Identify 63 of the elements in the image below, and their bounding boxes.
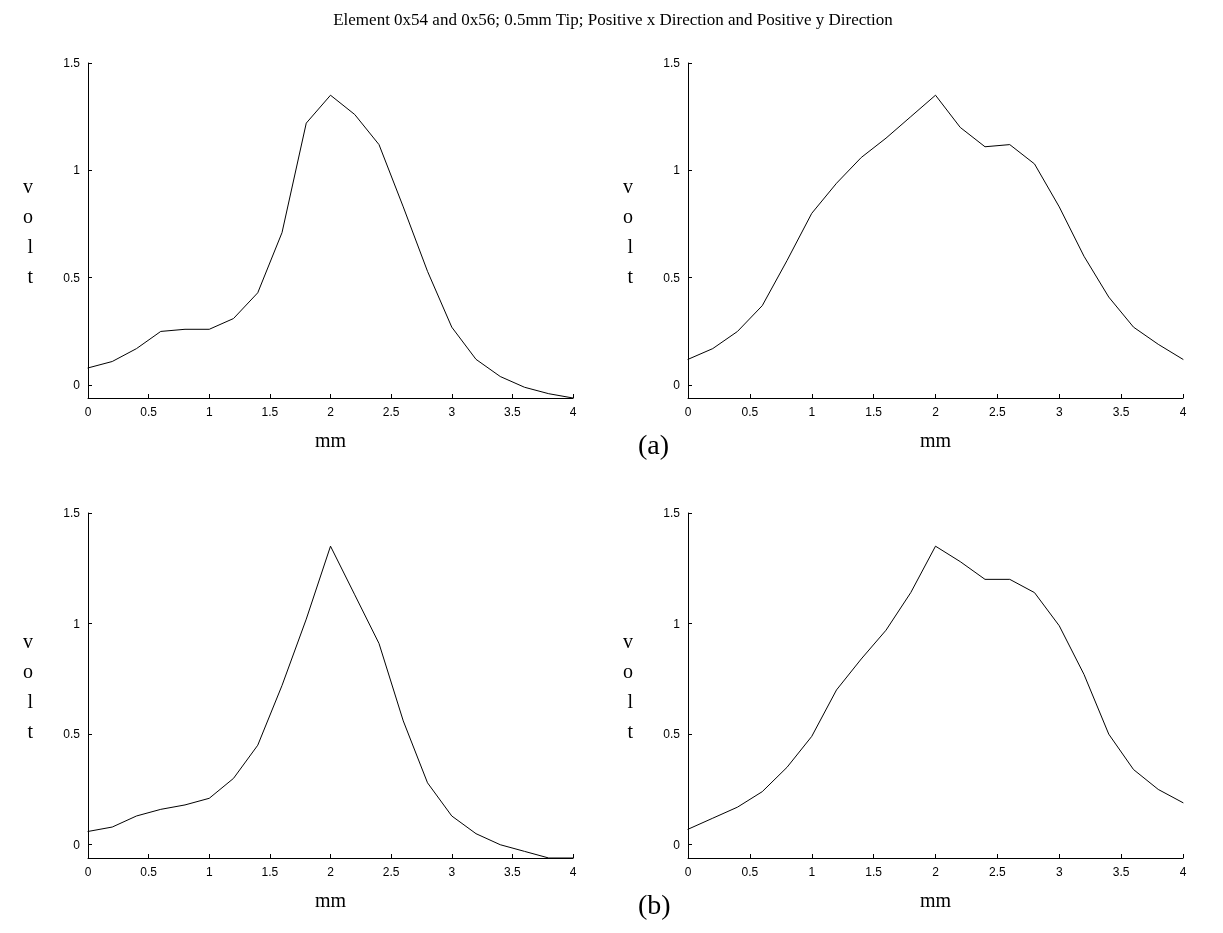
y-tick-label: 1 bbox=[673, 616, 681, 631]
x-tick-label: 0.5 bbox=[741, 405, 759, 419]
x-tick-label: 2.5 bbox=[989, 865, 1007, 879]
y-axis-title: volt bbox=[23, 174, 34, 287]
x-tick-label: 3 bbox=[448, 865, 456, 879]
y-tick-label: 1 bbox=[673, 163, 681, 178]
x-tick-label: 3.5 bbox=[504, 865, 522, 879]
y-tick-label: 0 bbox=[673, 378, 681, 393]
x-tick-label: 4 bbox=[569, 865, 577, 879]
x-tick-label: 0.5 bbox=[140, 405, 158, 419]
x-tick-label: 4 bbox=[1179, 405, 1187, 419]
y-axis-title: volt bbox=[623, 174, 634, 287]
x-tick-label: 0.5 bbox=[741, 865, 759, 879]
x-tick-label: 4 bbox=[569, 405, 577, 419]
x-tick-label: 1.5 bbox=[261, 865, 279, 879]
x-tick-label: 1 bbox=[205, 865, 213, 879]
x-tick-label: 1.5 bbox=[865, 405, 883, 419]
y-tick-label: 0.5 bbox=[663, 727, 681, 742]
x-tick-label: 0 bbox=[684, 865, 692, 879]
x-tick-label: 2.5 bbox=[382, 865, 400, 879]
x-tick-label: 2 bbox=[932, 865, 940, 879]
x-axis-title: mm bbox=[314, 429, 347, 451]
y-tick-label: 0 bbox=[73, 378, 81, 393]
x-tick-label: 1 bbox=[808, 865, 816, 879]
text: (a) bbox=[638, 428, 670, 460]
x-tick-label: 1.5 bbox=[261, 405, 279, 419]
x-tick-label: 2 bbox=[932, 405, 940, 419]
x-tick-label: 2.5 bbox=[382, 405, 400, 419]
x-axis-title: mm bbox=[314, 889, 347, 911]
x-axis-title: mm bbox=[919, 889, 952, 911]
y-tick-label: 1 bbox=[73, 616, 81, 631]
x-tick-label: 0.5 bbox=[140, 865, 158, 879]
x-tick-label: 3 bbox=[1055, 865, 1063, 879]
x-tick-label: 0 bbox=[84, 865, 92, 879]
x-tick-label: 1 bbox=[808, 405, 816, 419]
y-axis-title: volt bbox=[23, 629, 34, 742]
x-tick-label: 3.5 bbox=[1112, 405, 1130, 419]
x-tick-label: 3.5 bbox=[1112, 865, 1130, 879]
text: (b) bbox=[638, 888, 671, 920]
x-tick-label: 0 bbox=[84, 405, 92, 419]
x-tick-label: 3.5 bbox=[504, 405, 522, 419]
y-tick-label: 0 bbox=[673, 837, 681, 852]
x-tick-label: 1.5 bbox=[865, 865, 883, 879]
y-tick-label: 1.5 bbox=[663, 56, 681, 70]
x-tick-label: 1 bbox=[205, 405, 213, 419]
y-axis-title: volt bbox=[623, 629, 634, 742]
x-tick-label: 0 bbox=[684, 405, 692, 419]
y-tick-label: 1.5 bbox=[663, 506, 681, 520]
x-tick-label: 3 bbox=[1055, 405, 1063, 419]
x-tick-label: 2.5 bbox=[989, 405, 1007, 419]
y-tick-label: 0 bbox=[73, 837, 81, 852]
y-tick-label: 1.5 bbox=[63, 506, 81, 520]
y-tick-label: 1 bbox=[73, 163, 81, 178]
x-tick-label: 2 bbox=[327, 865, 335, 879]
y-tick-label: 0.5 bbox=[63, 270, 81, 285]
text: Element 0x54 and 0x56; 0.5mm Tip; Positive x Direction and Positive y Direction bbox=[332, 10, 894, 30]
y-tick-label: 1.5 bbox=[63, 56, 81, 70]
x-tick-label: 4 bbox=[1179, 865, 1187, 879]
x-axis-title: mm bbox=[919, 429, 952, 451]
x-tick-label: 3 bbox=[448, 405, 456, 419]
x-tick-label: 2 bbox=[327, 405, 335, 419]
y-tick-label: 0.5 bbox=[63, 727, 81, 742]
y-tick-label: 0.5 bbox=[663, 270, 681, 285]
